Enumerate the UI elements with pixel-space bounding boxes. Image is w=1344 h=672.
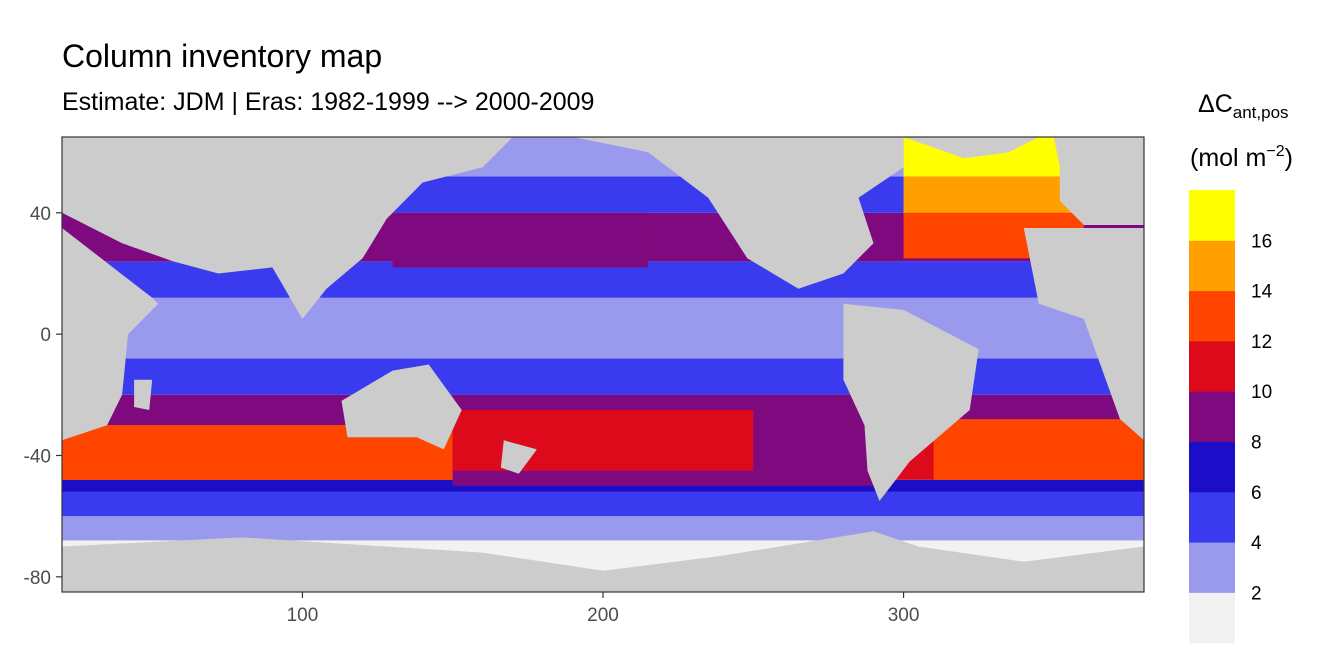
legend-key-7 [1189, 240, 1235, 292]
land-eurasia [62, 137, 513, 319]
land-africa-east [62, 228, 159, 441]
legend-key-5 [1189, 340, 1235, 392]
y-tick-label: -80 [24, 568, 51, 589]
legend-key-6 [1189, 290, 1235, 342]
colorbar-legend: ΔCant,pos (mol m−2) 2 4 6 8 10 12 14 16 [1189, 90, 1293, 644]
legend-unit-main: (mol m [1190, 144, 1266, 172]
land-new-zealand [500, 440, 537, 474]
legend-key-2 [1189, 491, 1235, 543]
x-tick-label: 100 [287, 605, 319, 626]
feature-pacific-kuroshio [392, 212, 649, 268]
legend-label: 6 [1251, 483, 1262, 504]
land-antarctica [62, 531, 1144, 592]
land-north-america [572, 137, 904, 289]
legend-key-3 [1189, 441, 1235, 493]
land-australia [341, 364, 462, 450]
y-tick-label: 40 [30, 204, 51, 225]
land-europe-west [1053, 137, 1144, 225]
legend-label: 8 [1251, 433, 1262, 454]
legend-key-1 [1189, 542, 1235, 593]
chart-title: Column inventory map [62, 38, 383, 74]
legend-key-8 [1189, 190, 1235, 241]
feature-atlantic-south-hotspot [933, 419, 1144, 480]
legend-title-main: ΔC [1198, 90, 1233, 118]
legend-key-4 [1189, 391, 1235, 442]
band-equatorial [62, 297, 1144, 359]
x-tick-label: 300 [888, 605, 920, 626]
land-south-america [843, 303, 979, 501]
feature-south-pacific-red [452, 410, 754, 471]
legend-title: ΔCant,pos [1198, 90, 1289, 122]
x-tick-label: 200 [587, 605, 619, 626]
legend-key-0 [1189, 592, 1235, 644]
band-southern-ocean [62, 516, 1144, 541]
legend-label: 4 [1251, 533, 1262, 554]
y-tick-label: 0 [40, 325, 51, 346]
legend-unit: (mol m−2) [1190, 143, 1293, 172]
legend-label: 10 [1251, 382, 1272, 403]
map-panel [62, 137, 1144, 592]
y-tick-label: -40 [24, 447, 51, 468]
legend-label: 16 [1251, 231, 1272, 252]
land-greenland [903, 137, 1039, 159]
legend-unit-close: ) [1285, 144, 1293, 172]
land-africa-west [1023, 228, 1144, 441]
legend-title-sub: ant,pos [1233, 103, 1289, 122]
legend-unit-sup: −2 [1266, 143, 1284, 160]
band-southern-front [62, 491, 1144, 517]
band-tropics-south [62, 358, 1144, 395]
legend-label: 2 [1251, 583, 1262, 604]
land-madagascar [134, 379, 153, 410]
legend-label: 14 [1251, 282, 1273, 303]
legend-label: 12 [1251, 332, 1272, 353]
chart-subtitle: Estimate: JDM | Eras: 1982-1999 --> 2000… [62, 88, 595, 116]
